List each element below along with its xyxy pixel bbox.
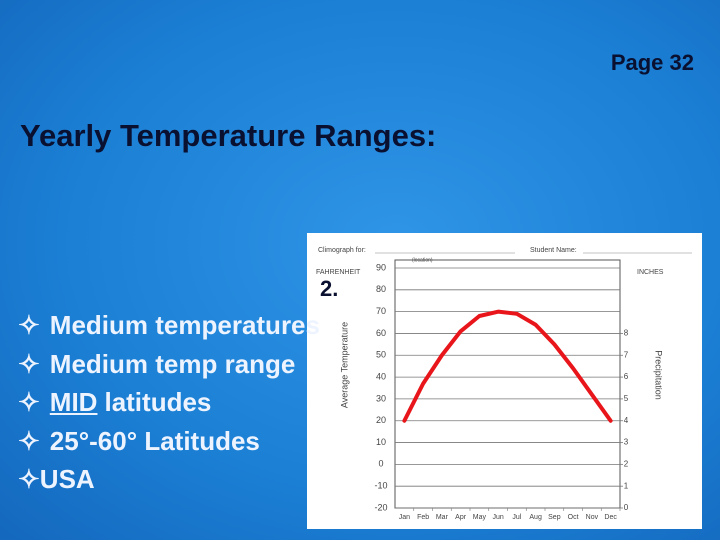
y2-tick-label: 7 [624, 350, 629, 359]
y-tick-label: -10 [374, 481, 387, 491]
chart-background [307, 233, 702, 529]
y2-tick-label: 2 [624, 459, 629, 468]
y-tick-label: -20 [374, 502, 387, 512]
y-tick-label: 10 [376, 437, 386, 447]
bullet-text: Medium temp range [49, 348, 296, 379]
x-tick-label: Oct [568, 514, 579, 521]
bullet: ✧ MID latitudes [18, 383, 320, 422]
y2-tick-label: 1 [624, 481, 629, 490]
y-unit: FAHRENHEIT [316, 269, 361, 276]
bullet: ✧USA [18, 460, 320, 499]
bullet-symbol: ✧ [18, 464, 40, 494]
y2-tick-label: 6 [624, 372, 629, 381]
y-tick-label: 50 [376, 350, 386, 360]
y2-tick-label: 5 [624, 394, 629, 403]
chart-title: Climograph for: [318, 247, 366, 254]
bullet-text: latitudes [104, 387, 212, 417]
x-tick-label: Apr [455, 514, 467, 521]
y-tick-label: 80 [376, 284, 386, 294]
y2-axis-label: Precipitation [654, 350, 664, 400]
y-tick-label: 40 [376, 371, 386, 381]
y-tick-label: 60 [376, 328, 386, 338]
bullet-text: USA [39, 464, 95, 494]
student-label: Student Name: [530, 247, 577, 254]
bullet-symbol: ✧ [18, 425, 40, 456]
y-tick-label: 20 [376, 415, 386, 425]
x-tick-label: Jan [399, 514, 410, 521]
bullet-symbol: ✧ [18, 348, 40, 379]
y-axis-label: Average Temperature [339, 322, 349, 408]
bullet: ✧ Medium temp range [18, 345, 320, 384]
x-tick-label: May [473, 514, 487, 521]
bullet-symbol: ✧ [18, 387, 40, 417]
bullet-list: ✧ Medium temperatures ✧ Medium temp range ✧ M… [18, 306, 320, 499]
bullet: ✧ 25°-60° Latitudes [18, 422, 320, 461]
y2-unit: INCHES [637, 269, 664, 276]
bullet-symbol: ✧ [18, 310, 40, 340]
y-tick-label: 70 [376, 306, 386, 316]
x-tick-label: Sep [548, 514, 561, 521]
y2-tick-label: 0 [624, 503, 629, 512]
slide-title: Yearly Temperature Ranges: [20, 118, 437, 153]
y-tick-label: 0 [378, 459, 383, 469]
y2-tick-label: 8 [624, 329, 629, 338]
x-tick-label: Jun [492, 514, 503, 521]
y2-tick-label: 4 [624, 416, 629, 425]
page-number: Page 32 [610, 50, 694, 75]
bullet-emphasis: MID [49, 387, 98, 417]
x-tick-label: Aug [529, 514, 542, 521]
x-tick-label: Feb [417, 514, 429, 521]
item-number: 2. [320, 276, 339, 301]
bullet: ✧ Medium temperatures [18, 306, 320, 345]
x-tick-label: Jul [512, 514, 521, 521]
bullet-text: 25°-60° Latitudes [49, 425, 260, 456]
x-tick-label: Dec [604, 514, 617, 521]
y2-tick-label: 3 [624, 438, 629, 447]
bullet-text: Medium temperatures [49, 310, 320, 340]
y-tick-label: 90 [376, 262, 386, 272]
y-tick-label: 30 [376, 393, 386, 403]
x-tick-label: Nov [586, 514, 599, 521]
temperature-line [402, 309, 613, 423]
x-tick-label: Mar [436, 514, 449, 521]
